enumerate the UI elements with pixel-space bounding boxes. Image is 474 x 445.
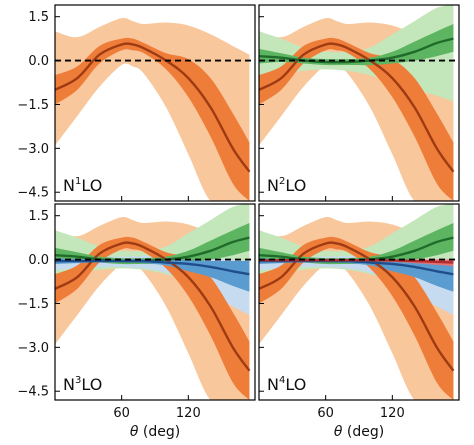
panel-frame xyxy=(54,4,256,202)
plot-area xyxy=(55,204,255,400)
plot-area xyxy=(259,204,459,400)
plot-area xyxy=(55,17,255,201)
panel-label-backdrop xyxy=(264,373,316,395)
x-tick-label: 120 xyxy=(380,406,405,421)
inner-band-series-1 xyxy=(55,37,250,201)
center-line-series-1 xyxy=(55,42,251,173)
y-tick-label: 0.0 xyxy=(28,54,49,69)
panel-label: N2LO xyxy=(267,176,306,195)
plot-area xyxy=(259,5,459,201)
panel-label: N1LO xyxy=(63,176,102,195)
x-axis-label: θ (deg) xyxy=(334,424,384,440)
x-tick-label: 60 xyxy=(113,406,130,421)
panel-label: N4LO xyxy=(267,375,306,394)
panel-n3lo: 1.5 0.0 −1.5 −3.0 −4.5 60 120 θ (deg) N3LO xyxy=(17,203,256,440)
panel-label-backdrop xyxy=(60,373,112,395)
inner-band-series-1 xyxy=(259,236,454,400)
y-tick-label: 1.5 xyxy=(28,10,49,25)
panel-n4lo: 60 120 θ (deg) N4LO xyxy=(258,203,460,440)
x-tick-label: 60 xyxy=(317,406,334,421)
center-line-series-2 xyxy=(259,37,454,64)
panel-frame xyxy=(258,203,460,401)
y-tick-label: 1.5 xyxy=(28,209,49,224)
panel-n1lo: 1.5 0.0 −1.5 −3.0 −4.5 N1LO xyxy=(17,4,256,202)
panel-frame xyxy=(258,4,460,202)
x-axis-label: θ (deg) xyxy=(130,424,180,440)
center-line-series-3 xyxy=(55,259,250,276)
y-tick-label: −4.5 xyxy=(17,385,49,400)
panel-label: N3LO xyxy=(63,375,102,394)
inner-band-series-1 xyxy=(259,37,454,201)
y-tick-label: −1.5 xyxy=(17,297,49,312)
panel-frame xyxy=(54,203,256,401)
outer-band-series-1 xyxy=(55,17,250,201)
y-tick-label: −4.5 xyxy=(17,186,49,201)
inner-band-series-1 xyxy=(55,236,250,400)
y-tick-label: −1.5 xyxy=(17,98,49,113)
panel-label-backdrop xyxy=(60,174,112,196)
y-tick-label: −3.0 xyxy=(17,341,49,356)
y-tick-label: −3.0 xyxy=(17,142,49,157)
panel-n2lo: N2LO xyxy=(258,4,460,202)
y-tick-label: 0.0 xyxy=(28,253,49,268)
panel-label-backdrop xyxy=(264,174,316,196)
x-tick-label: 120 xyxy=(176,406,201,421)
